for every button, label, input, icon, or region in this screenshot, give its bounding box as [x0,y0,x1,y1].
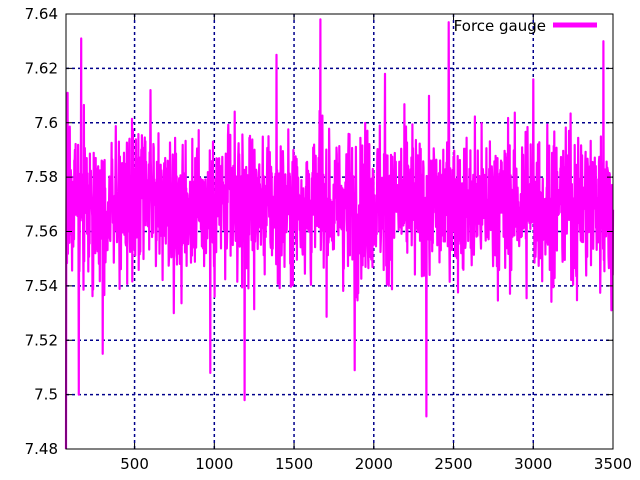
x-tick-label: 2500 [434,455,472,473]
x-tick-label: 2000 [355,455,393,473]
y-tick-label: 7.64 [25,5,58,23]
legend: Force gauge [454,17,597,35]
y-tick-label: 7.48 [25,440,58,458]
y-tick-label: 7.54 [25,277,58,295]
y-tick-label: 7.5 [34,386,58,404]
y-tick-label: 7.58 [25,168,58,186]
x-tick-label: 1000 [195,455,233,473]
series-line-force-gauge [64,18,615,450]
y-tick-label: 7.6 [34,114,58,132]
x-tick-label: 3000 [514,455,552,473]
x-tick-label: 3500 [594,455,632,473]
y-tick-label: 7.52 [25,331,58,349]
y-tick-label: 7.56 [25,223,58,241]
axis-ticks: 500 1000 1500 2000 2500 3000 3500 7.48 7.5 7.52 7.… [25,5,633,473]
x-tick-label: 500 [120,455,149,473]
x-tick-label: 1500 [275,455,313,473]
series-force-gauge [64,18,615,450]
legend-label-force-gauge: Force gauge [454,17,546,35]
y-tick-label: 7.62 [25,59,58,77]
